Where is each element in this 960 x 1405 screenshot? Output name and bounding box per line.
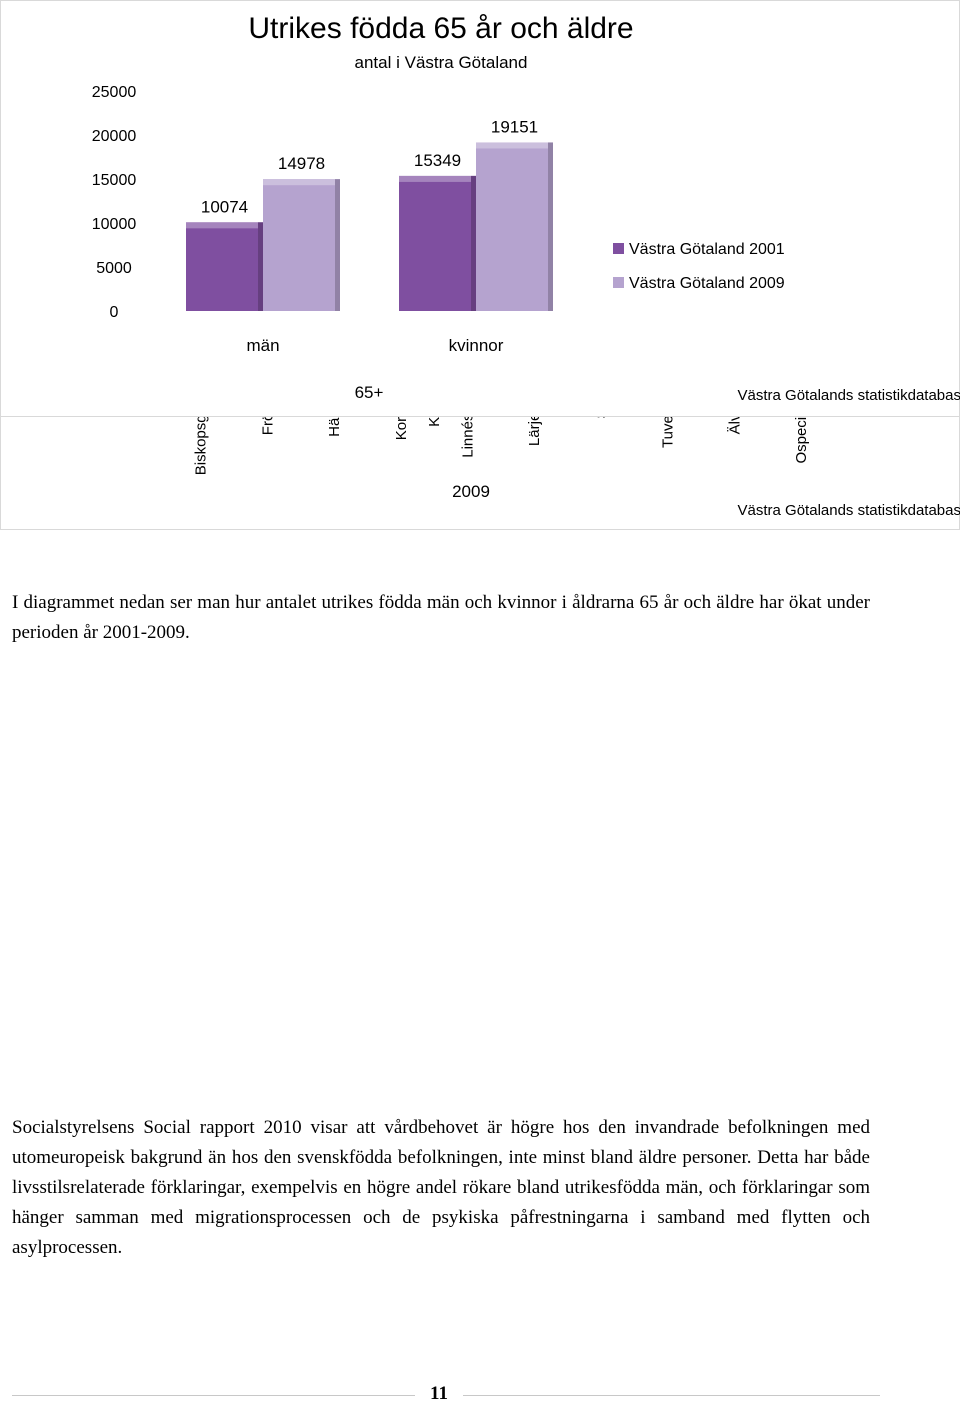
- x-tick-label: kvinnor: [449, 336, 504, 355]
- data-label: 15349: [414, 151, 461, 170]
- bar-cap: [476, 142, 553, 149]
- y-tick-label: 20000: [92, 128, 137, 145]
- y-tick-label: 25000: [92, 84, 137, 101]
- y-tick-label: 0: [110, 304, 119, 321]
- legend-swatch: [613, 243, 624, 254]
- page-footer: 11: [0, 1375, 960, 1404]
- page-number: 11: [430, 1383, 448, 1404]
- x-axis-title: 65+: [355, 383, 384, 402]
- source-note: Västra Götalands statistikdatabas: [738, 502, 960, 519]
- bar-cap: [263, 179, 340, 186]
- bar-edge: [548, 142, 553, 311]
- data-label: 19151: [491, 117, 538, 136]
- y-tick-label: 15000: [92, 172, 137, 189]
- bar-cap: [399, 175, 476, 182]
- source-note: Västra Götalands statistikdatabas: [738, 387, 960, 404]
- y-tick-label: 5000: [96, 260, 132, 277]
- chart-foreign-born-svg: Utrikes födda 65 år och äldre antal i Väs…: [92, 12, 960, 404]
- paragraph-intro: I diagrammet nedan ser man hur antalet u…: [12, 592, 870, 643]
- legend-label: Västra Götaland 2001: [629, 241, 785, 258]
- bar-cap: [186, 222, 263, 229]
- footer-rule-left: [12, 1395, 415, 1396]
- data-label: 10074: [201, 197, 248, 216]
- legend-label: Västra Götaland 2009: [629, 275, 785, 292]
- bar: [399, 175, 476, 311]
- chart-subtitle: antal i Västra Götaland: [355, 53, 528, 72]
- bar: [263, 179, 340, 311]
- x-tick-label: män: [246, 336, 279, 355]
- bar-edge: [471, 175, 476, 311]
- bar: [476, 142, 553, 311]
- legend-swatch: [613, 277, 624, 288]
- bar-edge: [258, 222, 263, 311]
- chart-title: Utrikes födda 65 år och äldre: [248, 12, 633, 45]
- y-tick-label: 10000: [92, 216, 137, 233]
- data-label: 14978: [278, 154, 325, 173]
- footer-rule-right: [463, 1395, 880, 1396]
- chart-foreign-born: Utrikes födda 65 år och äldre antal i Väs…: [0, 0, 960, 417]
- x-axis-title: 2009: [452, 482, 490, 501]
- bar: [186, 222, 263, 311]
- bar-edge: [335, 179, 340, 311]
- paragraph-social-report: Socialstyrelsens Social rapport 2010 vis…: [12, 1117, 870, 1258]
